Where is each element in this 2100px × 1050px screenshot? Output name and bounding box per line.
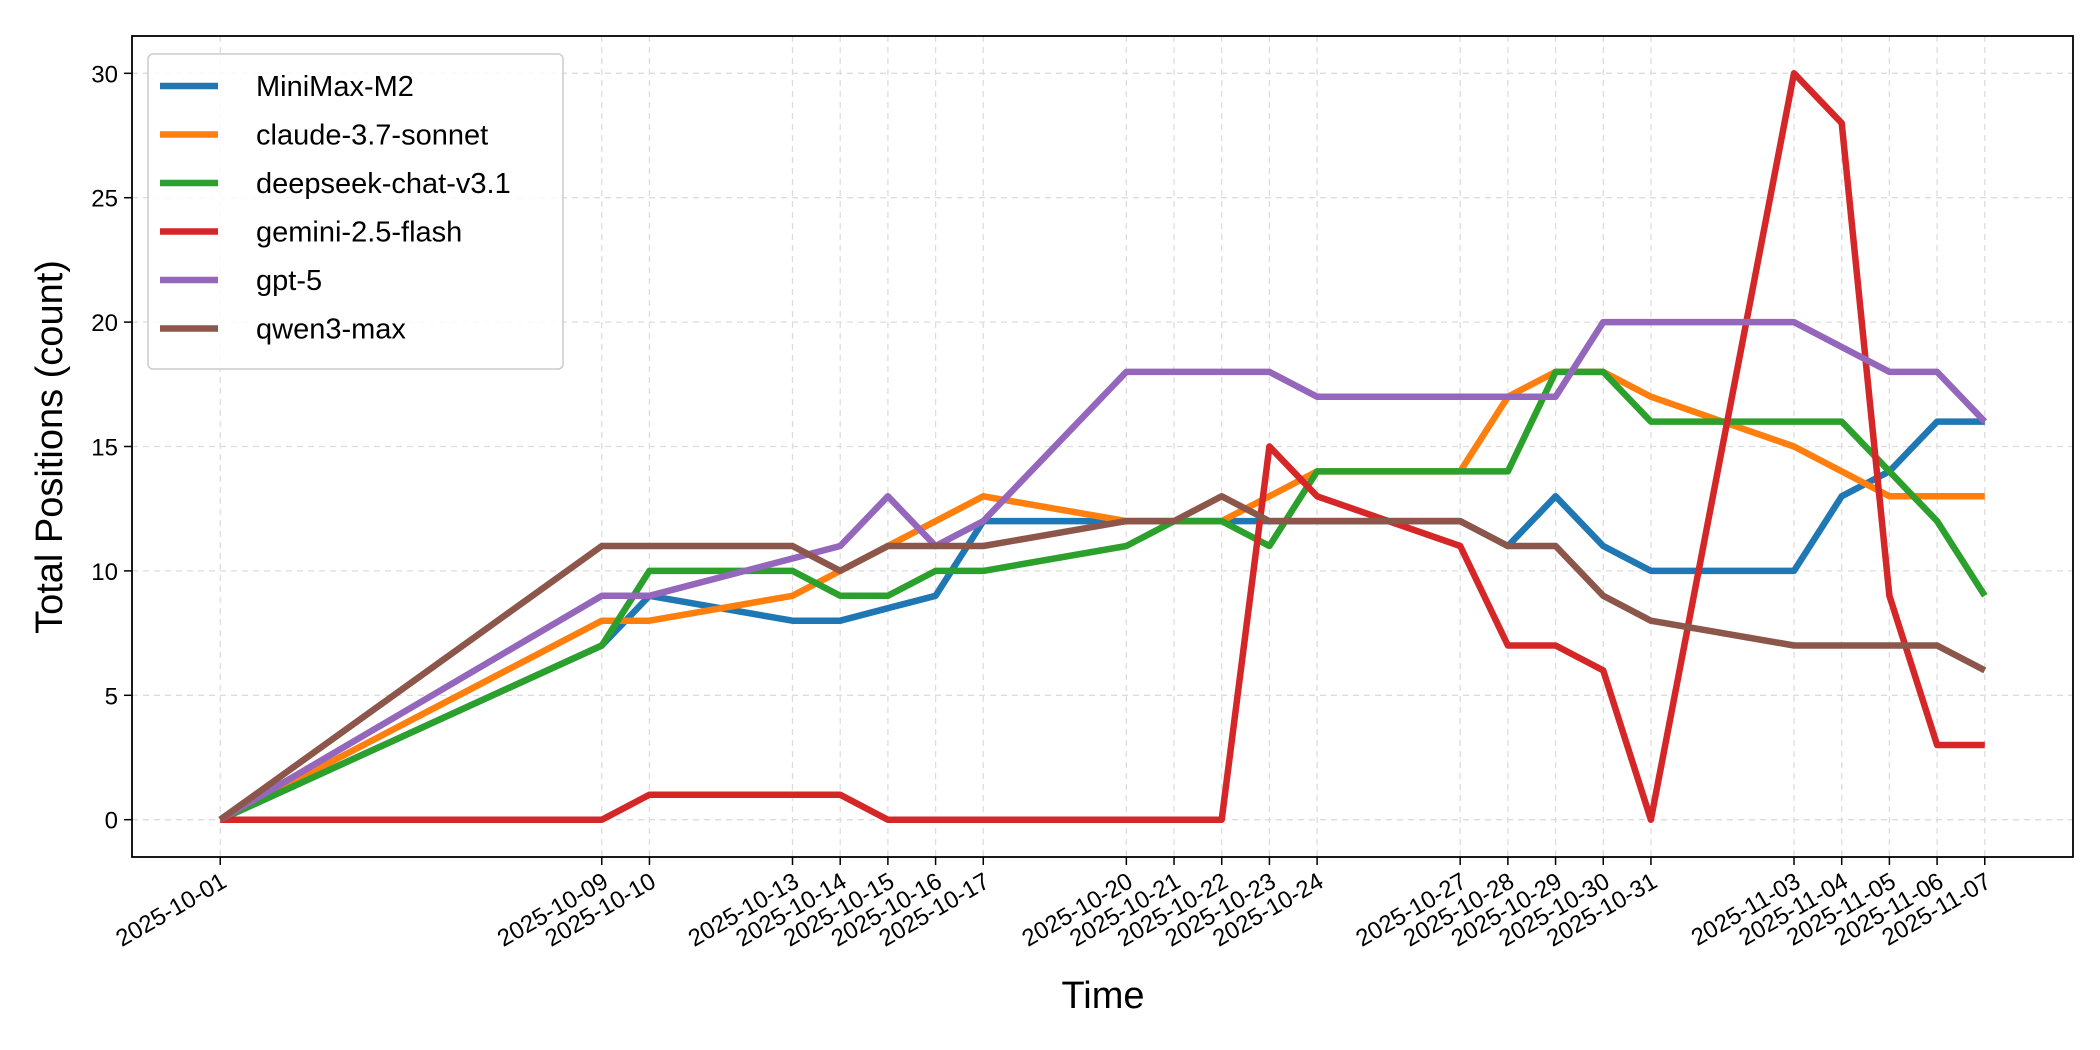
y-tick-label: 5 [105,683,118,710]
plot-frame [131,35,2074,858]
series-line [218,418,1985,823]
series-line [218,318,1988,823]
y-tick-label: 20 [91,310,118,337]
legend-label: MiniMax-M2 [256,71,414,103]
y-tick-label: 10 [91,559,118,586]
legend-label: qwen3-max [256,314,406,346]
y-axis-label: Total Positions (count) [29,260,71,634]
legend-label: claude-3.7-sonnet [256,120,488,152]
y-tick-label: 25 [91,186,118,213]
series-line [218,368,1988,823]
y-tick-label: 30 [91,61,118,88]
legend-label: gpt-5 [256,265,322,297]
legend: MiniMax-M2 claude-3.7-sonnet deepseek-chat… [147,53,564,370]
series-line [218,368,1985,823]
series-line [220,70,1985,823]
legend-box [147,53,564,370]
legend-label: gemini-2.5-flash [256,217,462,249]
y-tick-label: 15 [91,435,118,462]
x-tick-label: 2025-10-01 [111,868,231,953]
y-tick-label: 0 [105,808,118,835]
legend-label: deepseek-chat-v3.1 [256,168,511,200]
x-axis-label: Time [1061,975,1144,1017]
series-line [218,493,1987,823]
